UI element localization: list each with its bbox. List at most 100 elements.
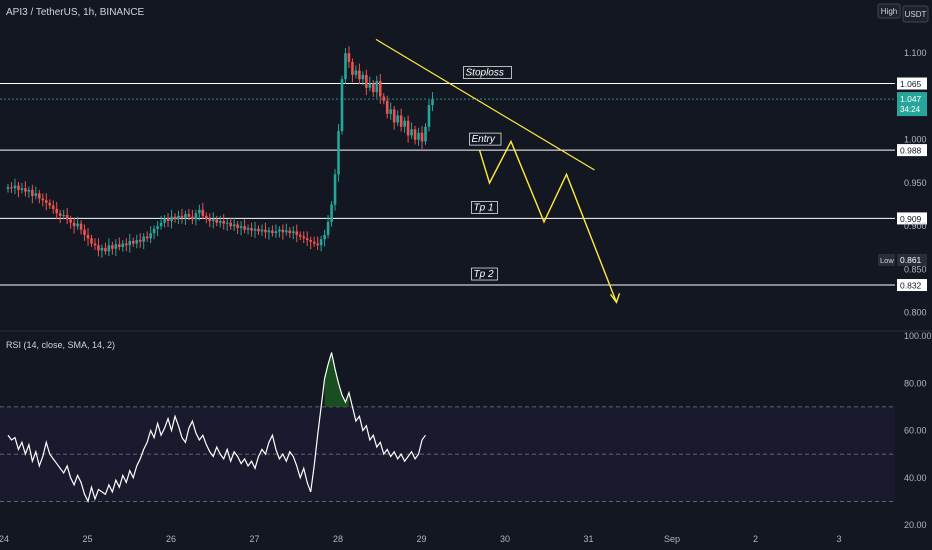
rsi-tick-label: 80.00 [904,378,927,388]
candle [431,99,434,106]
candle [312,241,316,244]
price-tick-label: 0.800 [904,308,927,318]
candle [375,80,379,93]
currency-badge[interactable] [902,5,929,23]
time-tick-label: 24 [0,534,9,544]
candle [354,70,358,75]
candle [184,214,187,218]
candle [152,228,156,234]
symbol-title[interactable]: API3 / TetherUS, 1h, BINANCE [6,7,145,18]
candle [365,74,368,88]
candle [274,231,278,234]
candle [20,188,24,190]
candle [271,230,274,234]
time-tick-label: Sep [664,534,680,544]
scale-mode-label: High [881,7,897,16]
candle [163,218,166,223]
candle [392,109,396,123]
candle [13,185,17,189]
candle [410,129,413,136]
level-tag-tp-2: Tp 2 [474,269,494,280]
candle [211,219,215,222]
candle [406,120,410,136]
candle [62,214,65,216]
candle [368,83,372,88]
candle [420,132,424,142]
candle [281,229,285,233]
low-tag-box [878,253,895,266]
time-tick-label: 28 [333,534,343,544]
candle [166,218,170,222]
candle [145,236,149,239]
level-price-box [897,144,927,157]
candle [424,126,427,142]
level-price-label: 0.832 [900,281,922,291]
candle [90,238,93,244]
candle [340,79,344,132]
price-tick-label: 0.900 [904,221,927,231]
level-price-label: 0.988 [900,146,922,156]
candle [208,218,212,222]
candle [76,223,79,227]
price-axis[interactable]: 1.100 1.000 0.950 0.900 0.850 0.800 [904,48,927,317]
candle [124,243,128,246]
time-tick-label: 2 [753,534,758,544]
candle [107,245,111,252]
candle [131,240,135,244]
projection-path[interactable] [478,139,618,303]
candle [38,193,41,199]
candle [93,243,97,246]
candle [236,224,239,228]
price-tick-label: 1.000 [904,135,927,145]
candle [34,193,38,196]
candle [100,247,104,251]
candle [316,243,319,246]
candle [302,236,306,239]
candle [347,53,351,62]
candle [295,231,299,235]
candle [382,96,386,101]
time-tick-label: 31 [583,534,593,544]
candle [323,234,326,240]
low-price-box [897,253,927,266]
candle [159,222,163,227]
candle [173,216,177,220]
candle [333,174,337,205]
rsi-title[interactable]: RSI (14, close, SMA, 14, 2) [6,340,115,350]
candle [205,215,208,219]
candle [243,226,246,230]
rsi-axis[interactable]: 100.00 80.00 60.00 40.00 20.00 [904,331,932,530]
rsi-overbought-fill [324,352,349,407]
level-tag-stoploss: Stoploss [466,68,504,79]
candle [222,221,226,224]
low-tag-label: Low [880,256,894,265]
candle [187,214,191,217]
candle [135,240,139,244]
price-levels: 1.065 0.988 0.909 0.832 [0,77,927,292]
time-tick-label: 25 [82,534,92,544]
projection-arrowhead[interactable] [609,293,621,304]
candle [305,238,309,241]
time-axis[interactable]: 24 25 26 27 28 29 30 31 Sep 2 3 [0,534,842,544]
candle [55,208,59,214]
current-price-badge[interactable] [897,92,927,117]
candle [378,80,382,97]
time-tick-label: 29 [416,534,426,544]
candle [41,198,45,201]
candle [427,105,431,127]
time-tick-label: 26 [166,534,176,544]
scale-mode-badge[interactable] [877,3,901,19]
trendline[interactable] [375,38,595,171]
candle [218,221,222,223]
candle [351,61,354,75]
candle [285,230,288,233]
level-price-label: 1.065 [900,79,922,89]
candle [156,226,159,229]
candle [319,239,323,246]
candle [330,204,333,222]
candle [358,70,361,80]
candle [191,216,194,220]
